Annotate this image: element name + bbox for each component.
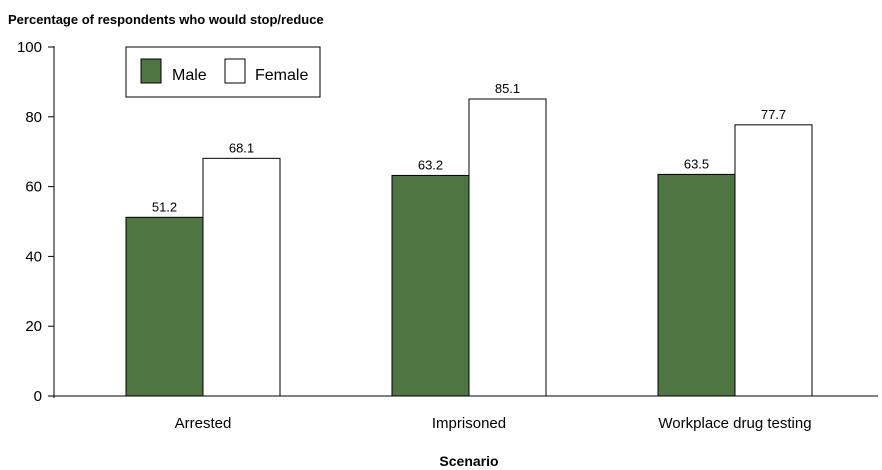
x-category-label: Arrested	[175, 415, 232, 432]
x-axis-title: Scenario	[439, 453, 498, 469]
y-tick-label: 60	[25, 179, 42, 196]
data-label: 51.2	[152, 199, 177, 214]
legend: Male Female	[125, 46, 321, 98]
bar-male-0	[125, 216, 204, 397]
x-category-label: Workplace drug testing	[658, 415, 811, 432]
y-axis-ticks: 0 20 40 60 80 100	[17, 39, 54, 405]
y-tick-label: 80	[25, 109, 42, 126]
y-axis-title: Percentage of respondents who would stop…	[8, 12, 324, 27]
legend-label-female: Female	[255, 67, 308, 84]
data-label: 77.7	[761, 107, 786, 122]
data-label: 68.1	[229, 140, 254, 155]
data-label: 85.1	[495, 81, 520, 96]
data-label: 63.2	[418, 157, 443, 172]
legend-swatch-female	[224, 58, 246, 84]
y-tick-label: 40	[25, 248, 42, 265]
y-tick-label: 20	[25, 318, 42, 335]
legend-label-male: Male	[172, 67, 207, 84]
y-tick-label: 0	[34, 388, 42, 405]
x-category-label: Imprisoned	[432, 415, 506, 432]
bar-group	[125, 98, 813, 397]
bar-female-2	[734, 124, 813, 397]
bar-female-0	[202, 157, 281, 397]
bar-male-1	[391, 174, 470, 397]
data-label: 63.5	[684, 156, 709, 171]
legend-swatch-male	[140, 58, 162, 84]
y-tick-label: 100	[17, 39, 42, 56]
data-label-group: 51.2 68.1 63.2 85.1 63.5 77.7	[152, 81, 786, 214]
bar-male-2	[657, 173, 736, 397]
bar-female-1	[468, 98, 547, 397]
x-axis-categories: Arrested Imprisoned Workplace drug testing	[175, 415, 812, 432]
